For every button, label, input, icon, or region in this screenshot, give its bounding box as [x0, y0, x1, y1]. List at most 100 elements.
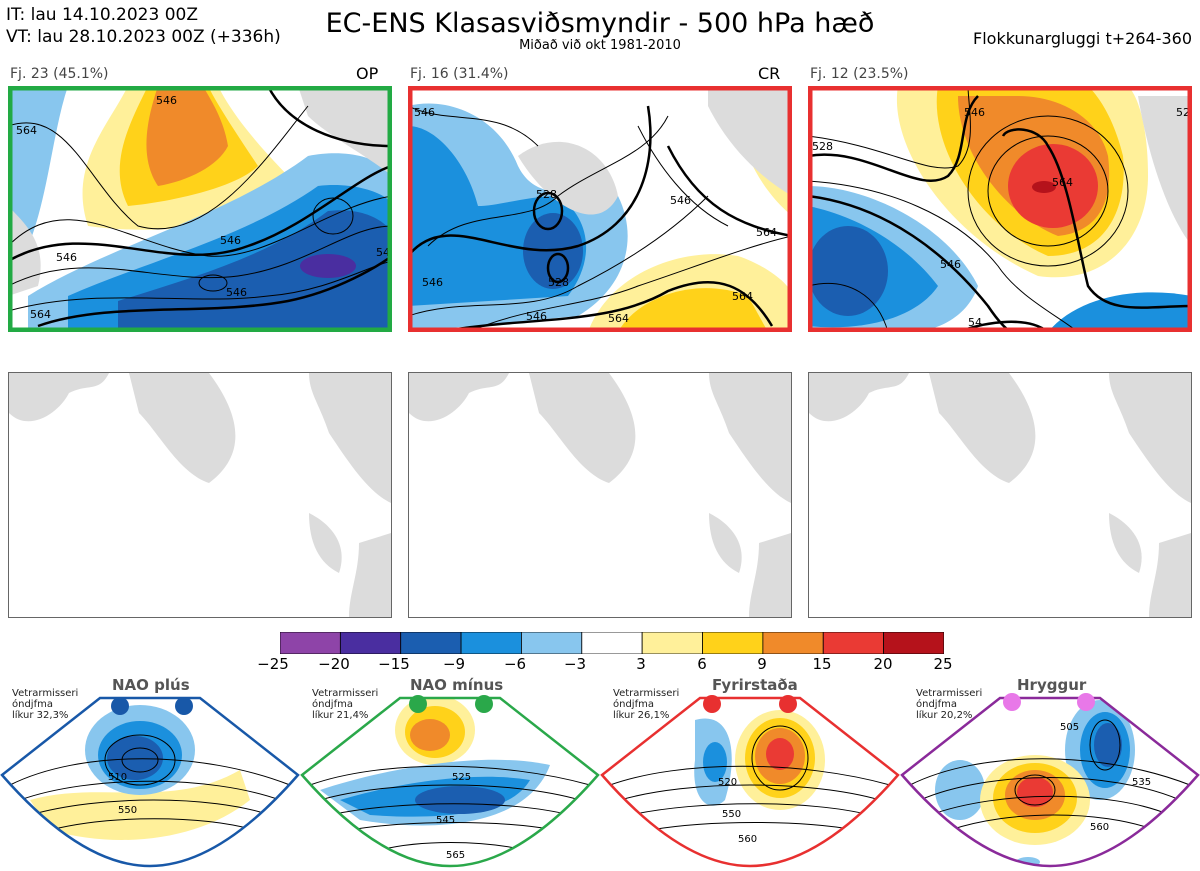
regime-4-map: 505 535 560 — [900, 693, 1200, 868]
contour-label: 564 — [756, 226, 777, 239]
cluster-3-label: Fj. 12 (23.5%) — [810, 66, 909, 82]
cluster-1-tag: OP — [356, 64, 379, 83]
contour-label: 564 — [16, 124, 37, 137]
contour-label: 546 — [422, 276, 443, 289]
anomaly-negative-strong — [118, 210, 392, 332]
svg-text:550: 550 — [722, 809, 741, 820]
svg-text:520: 520 — [718, 777, 737, 788]
regime-1-note: Vetrarmisseri óndjfma líkur 32,3% — [12, 688, 79, 721]
svg-text:565: 565 — [446, 850, 465, 861]
colorbar-tick: 20 — [873, 655, 893, 673]
contour-label: 564 — [608, 312, 629, 325]
svg-text:510: 510 — [108, 772, 127, 783]
height-contours-bold — [8, 86, 392, 328]
regime-2-map: 525 545 565 — [300, 695, 600, 868]
contour-label: 546 — [940, 258, 961, 271]
colorbar-swatch — [762, 632, 824, 654]
anomaly-positive-extreme — [1032, 181, 1056, 193]
page-subtitle: Miðað við okt 1981-2010 — [519, 38, 681, 53]
colorbar-swatch — [280, 632, 341, 654]
colorbar-swatch — [822, 632, 884, 654]
classification-window: Flokkunargluggi t+264-360 — [973, 29, 1192, 48]
svg-text:525: 525 — [452, 772, 471, 783]
height-contours — [8, 105, 392, 312]
base-map-1 — [8, 372, 392, 618]
land-scandinavia — [708, 86, 792, 196]
cluster-2-border — [408, 86, 792, 332]
contour-label: 546 — [526, 310, 547, 323]
colorbar-ticks: −25 −20 −15 −9 −6 −3 3 6 9 15 20 25 — [257, 655, 958, 675]
anomaly-negative-extreme — [300, 254, 356, 278]
svg-text:505: 505 — [1060, 722, 1079, 733]
colorbar-swatch — [641, 632, 703, 654]
svg-text:535: 535 — [1132, 777, 1151, 788]
contour-label: 546 — [156, 94, 177, 107]
colorbar-tick: −20 — [318, 655, 350, 673]
anomaly-positive-moderate — [618, 288, 768, 332]
base-map-2 — [408, 372, 792, 618]
colorbar-tick: −15 — [378, 655, 410, 673]
contour-label: 546 — [964, 106, 985, 119]
init-time: IT: lau 14.10.2023 00Z — [6, 5, 198, 25]
svg-text:560: 560 — [1090, 822, 1109, 833]
colorbar-swatch — [883, 632, 944, 654]
colorbar-swatch — [581, 632, 643, 654]
regime-2-note: Vetrarmisseri óndjfma líkur 21,4% — [312, 688, 379, 721]
svg-text:545: 545 — [436, 815, 455, 826]
regime-1-name: NAO plús — [112, 676, 190, 694]
land-greenland — [518, 141, 618, 215]
colorbar-tick: −9 — [442, 655, 466, 673]
page-title: EC-ENS Klasasviðsmyndir - 500 hPa hæð — [325, 8, 875, 39]
cluster-1-label: Fj. 23 (45.1%) — [10, 66, 109, 82]
contour-label: 546 — [670, 194, 691, 207]
regime-2-name: NAO mínus — [410, 676, 504, 694]
contour-label: 546 — [414, 106, 435, 119]
colorbar-swatch — [702, 632, 764, 654]
colorbar — [280, 632, 944, 654]
cluster-3-border — [808, 86, 1192, 332]
regime-4-note: Vetrarmisseri óndjfma líkur 20,2% — [916, 688, 983, 721]
regime-4-name: Hryggur — [1017, 676, 1087, 694]
anomaly-negative-se — [1048, 292, 1192, 332]
cluster-2-map: 528 528 546 546 564 546 564 564 546 — [408, 86, 792, 332]
colorbar-tick: −25 — [257, 655, 289, 673]
contour-label: 564 — [732, 290, 753, 303]
regime-1-map: 510 550 — [0, 696, 300, 868]
cluster-3-map: 528 546 564 546 528 54 — [808, 86, 1192, 332]
height-contours — [808, 86, 1129, 332]
colorbar-tick: −6 — [503, 655, 527, 673]
base-map-3 — [808, 372, 1192, 618]
colorbar-swatch — [521, 632, 583, 654]
contour-label: 528 — [812, 140, 833, 153]
contour-label: 546 — [226, 286, 247, 299]
land-scandinavia — [1138, 96, 1192, 246]
contour-label: 528 — [536, 188, 557, 201]
svg-text:560: 560 — [738, 834, 757, 845]
cluster-2-label: Fj. 16 (31.4%) — [410, 66, 509, 82]
contour-label: 546 — [56, 251, 77, 264]
height-contours — [408, 105, 792, 332]
colorbar-tick: −3 — [563, 655, 587, 673]
colorbar-swatch — [400, 632, 462, 654]
regime-3-note: Vetrarmisseri óndjfma líkur 26,1% — [613, 688, 680, 721]
contour-label: 528 — [548, 276, 569, 289]
colorbar-swatch — [339, 632, 402, 654]
cluster-2-tag: CR — [758, 64, 781, 83]
regime-3-name: Fyrirstaða — [712, 676, 798, 694]
height-contours-bold — [408, 105, 792, 332]
land-scandinavia — [298, 86, 392, 176]
colorbar-swatch — [460, 632, 522, 654]
valid-time: VT: lau 28.10.2023 00Z (+336h) — [6, 27, 281, 47]
anomaly-negative-strong — [808, 226, 888, 316]
contour-label: 564 — [30, 308, 51, 321]
colorbar-tick: 3 — [636, 655, 646, 673]
svg-text:550: 550 — [118, 805, 137, 816]
land-canada — [8, 206, 41, 296]
header-info: IT: lau 14.10.2023 00Z VT: lau 28.10.202… — [6, 4, 281, 48]
anomaly-positive-strong — [146, 86, 228, 186]
regime-3-map: 520 550 560 — [600, 695, 900, 868]
colorbar-tick: 9 — [757, 655, 767, 673]
contour-label: 54 — [968, 316, 982, 329]
colorbar-tick: 15 — [812, 655, 832, 673]
cluster-1-border — [8, 86, 392, 332]
